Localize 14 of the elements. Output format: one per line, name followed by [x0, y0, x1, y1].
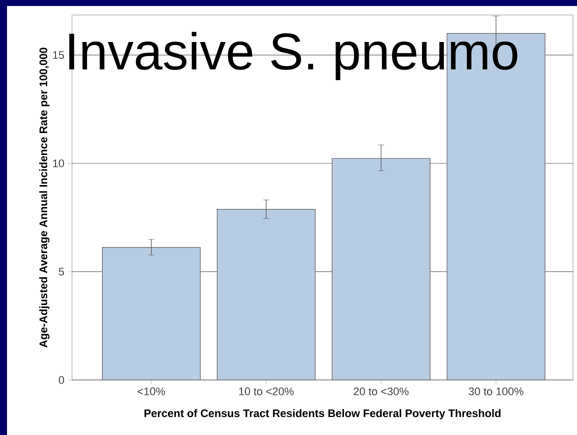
x-tick-label: 20 to <30% [354, 388, 409, 396]
bar [217, 209, 316, 380]
bar [332, 158, 430, 380]
y-tick-label: 0 [58, 376, 64, 384]
bar [102, 247, 200, 380]
x-tick-label: <10% [138, 388, 166, 396]
y-axis-title: Age-Adjusted Average Annual Incidence Rate per 100,000 [39, 48, 50, 348]
chart-title: Invasive S. pneumo [69, 32, 518, 80]
x-axis-title: Percent of Census Tract Residents Below Federal Poverty Threshold [144, 409, 500, 420]
x-tick-label: 30 to 100% [468, 388, 524, 396]
y-tick-label: 5 [58, 268, 64, 276]
y-tick-label: 10 [53, 160, 64, 168]
y-tick-label: 15 [53, 51, 64, 59]
x-tick-label: 10 to <20% [239, 388, 294, 396]
